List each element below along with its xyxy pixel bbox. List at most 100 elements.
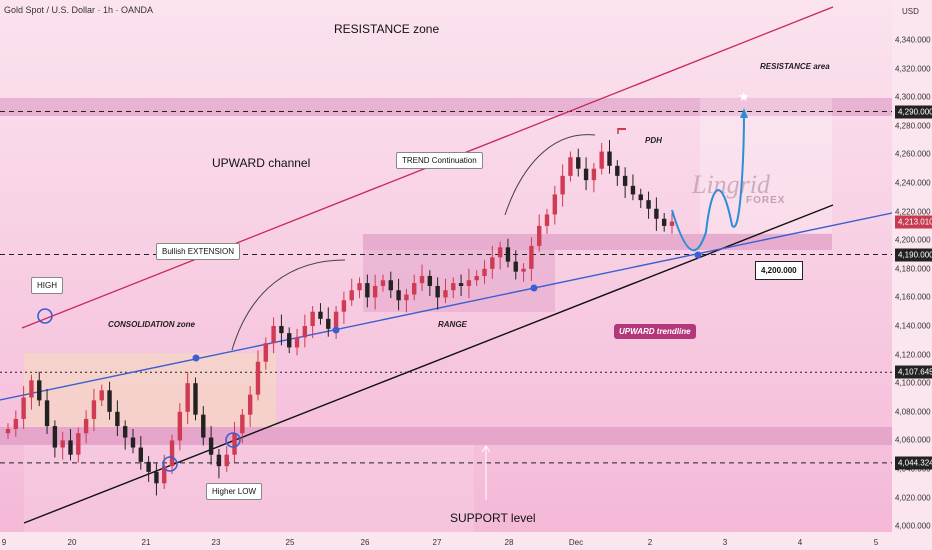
candle-body-72 (568, 157, 573, 176)
candle-body-41 (326, 318, 331, 329)
candle-body-29 (232, 433, 237, 455)
candle-body-18 (146, 461, 151, 472)
candle-body-67 (529, 245, 534, 269)
candle-body-5 (44, 400, 50, 427)
candle-body-70 (552, 194, 558, 215)
upward-trendline-label: UPWARD trendline (614, 324, 696, 339)
price-tick-label: 4,120.000 (895, 350, 931, 360)
candle-body-73 (576, 157, 581, 169)
support-level-pointer-head (481, 445, 491, 453)
candle-body-57 (451, 283, 456, 291)
trendline-touch-2 (530, 284, 538, 292)
candle-body-15 (122, 426, 128, 438)
candle-body-2 (21, 397, 26, 419)
candle-body-68 (537, 225, 542, 246)
price-tick-label: 4,160.000 (895, 292, 931, 302)
candle-body-46 (365, 283, 370, 298)
candle-body-39 (310, 311, 315, 326)
price-tick-label: 4,300.000 (895, 92, 931, 102)
price-tick-label: 4,060.000 (895, 435, 931, 445)
candle-body-83 (654, 208, 659, 219)
candle-body-78 (615, 165, 620, 176)
range-box (363, 250, 555, 312)
candle-body-14 (115, 411, 120, 427)
candle-body-23 (185, 383, 190, 412)
candle-body-62 (490, 257, 495, 269)
candle-body-43 (341, 300, 347, 312)
candle-body-81 (638, 194, 643, 201)
upward-channel-label: UPWARD channel (212, 156, 311, 170)
price-tick-label: 4,260.000 (895, 149, 931, 159)
candle-body-8 (68, 440, 73, 455)
candle-body-53 (419, 275, 425, 284)
price-tick-label: 4,320.000 (895, 64, 931, 74)
candle-body-63 (497, 247, 503, 258)
consolidation-box (24, 353, 276, 427)
trendline-touch-3 (694, 251, 702, 259)
candle-body-7 (60, 440, 65, 448)
trend-continuation-callout: TREND Continuation (396, 152, 483, 169)
candle-body-36 (287, 333, 292, 348)
candle-body-47 (372, 285, 378, 298)
candle-body-28 (224, 454, 229, 467)
target-price-box: 4,200.000 (755, 261, 803, 280)
candle-body-75 (591, 168, 597, 181)
price-tick-label: 4,240.000 (895, 178, 931, 188)
candle-body-10 (83, 418, 89, 434)
candle-body-12 (99, 390, 104, 401)
candle-body-54 (427, 275, 433, 286)
upward-trendline (0, 212, 893, 401)
candle-body-66 (521, 268, 526, 272)
candle-body-59 (466, 280, 472, 286)
support-level-label: SUPPORT level (450, 511, 536, 525)
candle-body-80 (630, 185, 636, 195)
price-tick-label: 4,140.000 (895, 321, 931, 331)
candle-body-51 (404, 294, 409, 301)
resistance-area-box (700, 98, 832, 233)
candle-body-26 (208, 437, 214, 455)
candle-body-56 (443, 290, 448, 298)
price-level-tag: 4,190.000 (895, 248, 932, 261)
price-level-tag: 4,107.645 (895, 365, 932, 379)
candle-body-38 (302, 326, 308, 338)
candle-body-61 (482, 268, 487, 276)
candle-body-24 (193, 383, 198, 415)
candle-body-19 (154, 471, 159, 484)
support-zone-band (0, 427, 892, 445)
price-level-tag: 4,044.324 (895, 456, 932, 470)
pdh-marker (618, 128, 626, 130)
resistance-zone-label: RESISTANCE zone (334, 22, 440, 36)
candle-body-17 (138, 447, 143, 462)
candle-body-9 (76, 433, 81, 455)
bullish-extension-arrow (231, 259, 346, 351)
bullish-extension-callout: Bullish EXTENSION (156, 243, 241, 260)
higher-low-callout: Higher LOW (206, 483, 263, 500)
candle-body-1 (13, 418, 19, 429)
time-tick-label: 28 (504, 538, 514, 547)
candle-body-65 (513, 261, 518, 272)
candle-body-25 (201, 414, 206, 438)
time-tick-label: Dec (568, 538, 584, 547)
trendline-touch-1 (332, 326, 340, 334)
breakout-zone-band (363, 234, 832, 250)
candles-group (5, 140, 675, 496)
projection-arrowhead (740, 108, 748, 118)
time-tick-label: 5 (873, 538, 879, 547)
candle-body-82 (646, 200, 651, 209)
symbol-title[interactable]: Gold Spot / U.S. Dollar · 1h · OANDA (4, 5, 154, 15)
time-tick-label: 23 (211, 538, 221, 547)
price-tick-label: 4,020.000 (895, 493, 931, 503)
pdh-label: PDH (645, 136, 662, 145)
price-tick-label: 4,220.000 (895, 207, 931, 217)
resistance-area-label: RESISTANCE area (760, 62, 830, 71)
candle-body-6 (52, 426, 58, 448)
price-tick-label: 4,200.000 (895, 235, 931, 245)
candle-body-13 (107, 390, 112, 412)
candle-body-84 (661, 218, 667, 226)
price-level-tag: 4,213.010 (895, 215, 932, 229)
candle-body-40 (318, 311, 323, 319)
candle-body-4 (37, 380, 42, 401)
candle-body-45 (357, 283, 362, 291)
